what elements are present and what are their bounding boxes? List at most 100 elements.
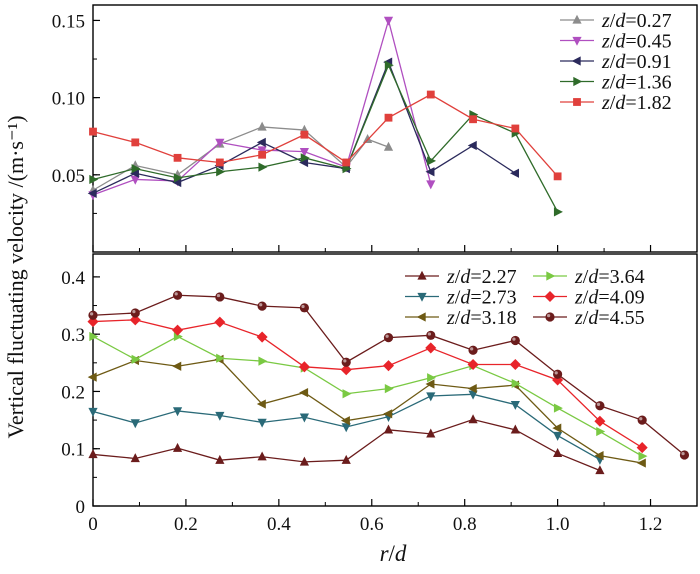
data-point [384, 60, 394, 70]
data-point [130, 453, 140, 463]
data-point [596, 426, 606, 437]
data-point [383, 333, 394, 343]
data-point [511, 124, 520, 133]
data-point [509, 359, 521, 371]
data-point [595, 401, 605, 411]
data-point [426, 330, 436, 340]
data-point [172, 324, 184, 336]
data-point [426, 392, 436, 402]
data-point [511, 378, 521, 389]
y-tick-label: 0.4 [61, 268, 85, 289]
data-point [88, 449, 98, 459]
data-point [341, 454, 351, 464]
legend-marker [544, 290, 556, 303]
data-point [341, 423, 351, 433]
data-point [553, 369, 563, 379]
data-point [468, 345, 478, 355]
data-point [362, 134, 373, 143]
legend-marker [417, 270, 427, 280]
data-point [89, 174, 99, 185]
data-point [256, 331, 268, 343]
data-point [300, 130, 309, 139]
y-tick-label: 0.2 [61, 382, 85, 403]
legend-label: z/d=0.27 [601, 10, 672, 32]
data-point [340, 364, 352, 376]
data-point-highlight [554, 371, 558, 375]
data-point [427, 373, 437, 383]
data-point [299, 147, 309, 157]
data-point [510, 424, 520, 434]
data-point-highlight [512, 337, 516, 341]
x-tick-label: 0.6 [360, 514, 384, 535]
data-point [129, 314, 141, 326]
data-point [214, 316, 226, 328]
data-point [594, 451, 604, 461]
data-point [553, 207, 563, 217]
data-point [256, 399, 266, 409]
legend-marker [572, 36, 582, 46]
data-point [87, 188, 97, 198]
data-point [299, 413, 309, 423]
legend-label: z/d=0.91 [601, 51, 672, 73]
data-point [553, 403, 563, 413]
series-line-1.36 [92, 63, 559, 213]
data-point [426, 90, 435, 99]
legend-marker [545, 312, 555, 322]
legend-marker [417, 292, 427, 302]
data-point [131, 164, 141, 174]
y-axis-label: Vertical fluctuating velocity /(m·s⁻¹) [3, 115, 28, 438]
data-point [468, 390, 478, 400]
data-point [256, 137, 266, 147]
y-tick-label: 0 [76, 497, 86, 518]
data-point [382, 360, 395, 372]
legend-marker [416, 312, 426, 322]
data-point [636, 458, 646, 468]
data-point [89, 127, 97, 136]
legend-marker [571, 56, 581, 66]
data-point [467, 359, 479, 371]
data-point-highlight [427, 332, 432, 336]
series-line-1.82 [92, 93, 559, 177]
data-point [299, 157, 309, 168]
data-point [467, 383, 477, 394]
data-point [215, 158, 224, 167]
data-point [131, 138, 140, 147]
data-point [88, 407, 98, 417]
data-point-highlight [639, 417, 643, 421]
legend-label: z/d=4.55 [574, 307, 645, 329]
y-tick-label: 0.15 [52, 11, 85, 32]
legend-label: z/d=3.64 [574, 266, 645, 288]
data-point [258, 162, 268, 172]
data-point [427, 156, 437, 166]
data-point-highlight [90, 312, 94, 316]
data-point-highlight [132, 310, 136, 314]
data-point [216, 167, 226, 177]
data-point [130, 308, 140, 318]
data-point [215, 292, 225, 302]
legend-marker-highlight [547, 314, 551, 318]
panel-bottom: 0 0.2 0.4 0.6 0.8 1.0 1.2 0 0.1 0.2 0.3 0.4 z/d=2.27… [61, 253, 698, 535]
x-tick-label: 0.2 [174, 514, 198, 535]
data-point [215, 454, 225, 464]
data-point [173, 173, 183, 183]
y-tick-label: 0.10 [52, 89, 85, 110]
legend-label: z/d=4.09 [574, 287, 645, 309]
data-point [299, 388, 309, 398]
data-point-highlight [596, 402, 601, 407]
data-point [172, 361, 182, 371]
data-point [425, 167, 435, 177]
data-point [172, 290, 183, 300]
x-axis-label: r/d [380, 541, 407, 566]
data-point-highlight [343, 359, 347, 363]
data-point [258, 150, 267, 159]
y-tick-label: 0.05 [52, 166, 85, 187]
data-point [383, 409, 393, 419]
data-point [594, 415, 606, 427]
data-point [510, 335, 520, 346]
legend-label: z/d=0.45 [601, 31, 672, 53]
data-point [87, 372, 97, 382]
data-point [468, 414, 478, 424]
data-point-highlight [385, 334, 389, 338]
data-point [258, 356, 268, 366]
